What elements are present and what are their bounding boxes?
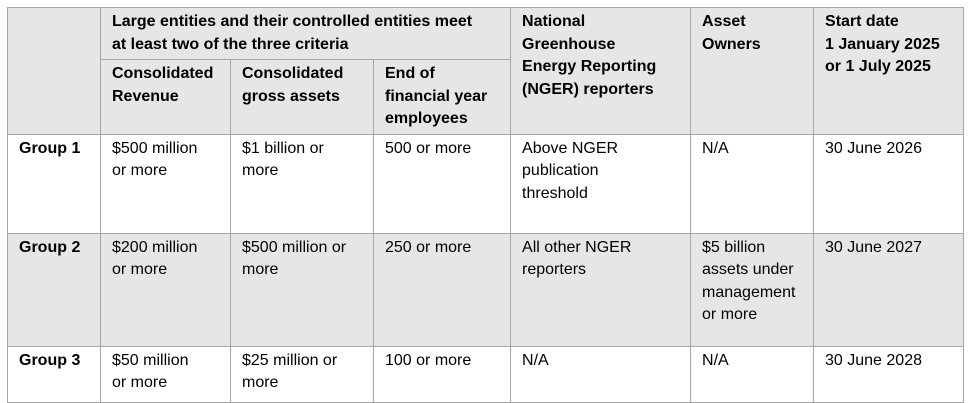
reporting-groups-table: Large entities and their controlled enti… <box>7 7 965 403</box>
group-1-nger-cell: Above NGER publication threshold <box>510 133 692 234</box>
start-date-header-cell: Start date 1 January 2025 or 1 July 2025 <box>813 7 965 135</box>
criteria-title-text: Large entities and their controlled enti… <box>112 13 473 53</box>
group-2-revenue-cell: $200 million or more <box>100 232 231 347</box>
group-1-label-cell: Group 1 <box>7 133 101 234</box>
group-3-label-cell: Group 3 <box>7 345 101 403</box>
group-1-asset-owners-cell: N/A <box>690 133 815 234</box>
group-1-row: Group 1 $500 million or more $1 billion … <box>7 133 965 234</box>
group-3-asset-owners-cell: N/A <box>690 345 815 403</box>
group-2-label-cell: Group 2 <box>7 232 101 347</box>
employees-header-cell: End of financial year employees <box>372 59 512 135</box>
group-2-gross-assets-cell: $500 million or more <box>230 232 374 347</box>
consolidated-revenue-header-cell: Consolidated Revenue <box>100 59 231 135</box>
group-2-nger-cell: All other NGER reporters <box>510 232 692 347</box>
group-2-row: Group 2 $200 million or more $500 millio… <box>7 232 965 347</box>
group-1-start-date-cell: 30 June 2026 <box>813 133 965 234</box>
header-row-1: Large entities and their controlled enti… <box>7 7 965 135</box>
group-3-employees-cell: 100 or more <box>372 345 512 403</box>
group-3-gross-assets-cell: $25 million or more <box>230 345 374 403</box>
nger-header-cell: National Greenhouse Energy Reporting (NG… <box>510 7 692 135</box>
group-3-start-date-cell: 30 June 2028 <box>813 345 965 403</box>
group-2-start-date-cell: 30 June 2027 <box>813 232 965 347</box>
group-1-revenue-cell: $500 million or more <box>100 133 231 234</box>
corner-header-cell <box>7 7 101 135</box>
consolidated-gross-assets-header-cell: Consolidated gross assets <box>230 59 374 135</box>
group-3-revenue-cell: $50 million or more <box>100 345 231 403</box>
group-3-nger-cell: N/A <box>510 345 692 403</box>
header-row-2: Consolidated Revenue Consolidated gross … <box>8 59 964 135</box>
group-2-asset-owners-cell: $5 billion assets under management or mo… <box>690 232 815 347</box>
group-3-row: Group 3 $50 million or more $25 million … <box>7 345 965 403</box>
asset-owners-header-cell: Asset Owners <box>690 7 815 135</box>
criteria-title-cell: Large entities and their controlled enti… <box>99 7 512 60</box>
group-2-employees-cell: 250 or more <box>372 232 512 347</box>
group-1-employees-cell: 500 or more <box>372 133 512 234</box>
group-1-gross-assets-cell: $1 billion or more <box>230 133 374 234</box>
